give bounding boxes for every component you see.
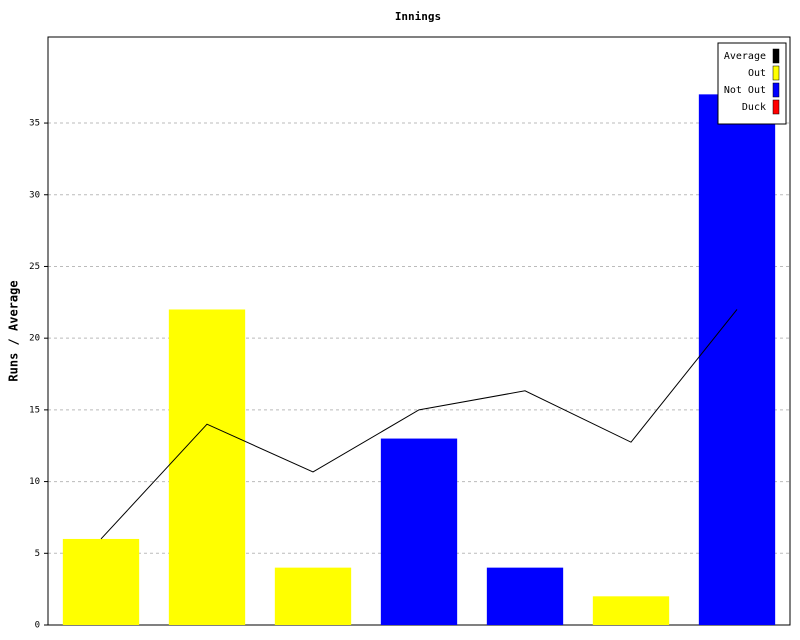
legend-swatch <box>772 65 780 81</box>
y-tick-label: 10 <box>29 477 40 487</box>
y-tick-label: 0 <box>35 621 40 631</box>
legend-label: Average <box>724 51 766 62</box>
legend-swatch <box>772 48 780 64</box>
y-tick-label: 35 <box>29 119 40 129</box>
legend-label: Out <box>748 68 766 79</box>
legend-swatch <box>772 99 780 115</box>
legend-label: Not Out <box>724 85 766 96</box>
bar <box>62 538 140 625</box>
legend-swatch <box>772 82 780 98</box>
y-tick-label: 20 <box>29 334 40 344</box>
bar <box>592 596 670 625</box>
y-tick-label: 15 <box>29 405 40 415</box>
bar <box>486 567 564 625</box>
line <box>100 309 738 540</box>
bar <box>274 567 352 625</box>
chart-title: Innings <box>395 10 441 23</box>
bar <box>168 309 246 625</box>
y-tick-label: 5 <box>35 549 40 559</box>
y-tick-label: 30 <box>29 190 40 200</box>
bar <box>698 94 776 626</box>
legend-label: Duck <box>742 102 766 113</box>
bar <box>380 438 458 625</box>
y-tick-label: 25 <box>29 262 40 272</box>
y-axis-label: Runs / Average <box>7 280 21 381</box>
